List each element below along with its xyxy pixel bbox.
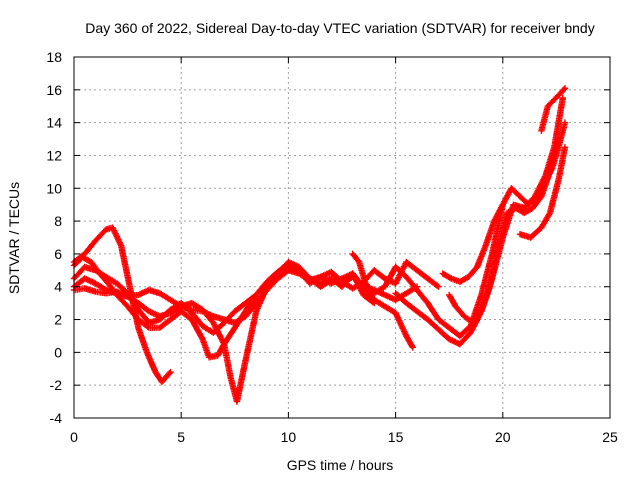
y-tick-label: 2 (54, 312, 62, 328)
plus-marker-path (70, 224, 174, 386)
y-tick-label: 0 (54, 344, 62, 360)
y-tick-label: 14 (46, 115, 62, 131)
tick-labels: 0 5 10 15 20 25 -4 -2 0 2 4 6 8 10 12 14 16 18 (46, 49, 618, 445)
y-tick-label: 6 (54, 246, 62, 262)
y-tick-label: 16 (46, 82, 62, 98)
series-track-11 (538, 85, 569, 134)
x-axis-label: GPS time / hours (287, 457, 394, 473)
x-tick-label: 5 (177, 429, 185, 445)
x-tick-label: 20 (495, 429, 511, 445)
y-tick-label: -2 (50, 377, 63, 393)
y-tick-label: 12 (46, 147, 62, 163)
x-tick-label: 25 (602, 429, 618, 445)
y-axis-label: SDTVAR / TECUs (6, 182, 22, 294)
data-markers (70, 85, 569, 405)
grid-lines (74, 57, 610, 418)
plus-marker-path (446, 135, 562, 326)
y-tick-label: 8 (54, 213, 62, 229)
plus-marker-path (439, 201, 506, 285)
plus-marker-path (538, 85, 569, 134)
x-tick-label: 0 (70, 429, 78, 445)
series-track-8 (446, 135, 562, 326)
y-tick-label: -4 (50, 410, 63, 426)
x-tick-label: 10 (281, 429, 297, 445)
y-tick-label: 18 (46, 49, 62, 65)
series-track-10 (516, 144, 569, 241)
y-tick-label: 10 (46, 180, 62, 196)
x-tick-label: 15 (388, 429, 404, 445)
chart-title: Day 360 of 2022, Sidereal Day-to-day VTE… (85, 20, 594, 36)
plot-frame (73, 56, 611, 419)
axis-ticks (73, 56, 611, 419)
y-tick-label: 4 (54, 279, 62, 295)
plus-marker-path (516, 144, 569, 241)
series-track-1 (70, 224, 174, 386)
series-track-9 (439, 201, 506, 285)
